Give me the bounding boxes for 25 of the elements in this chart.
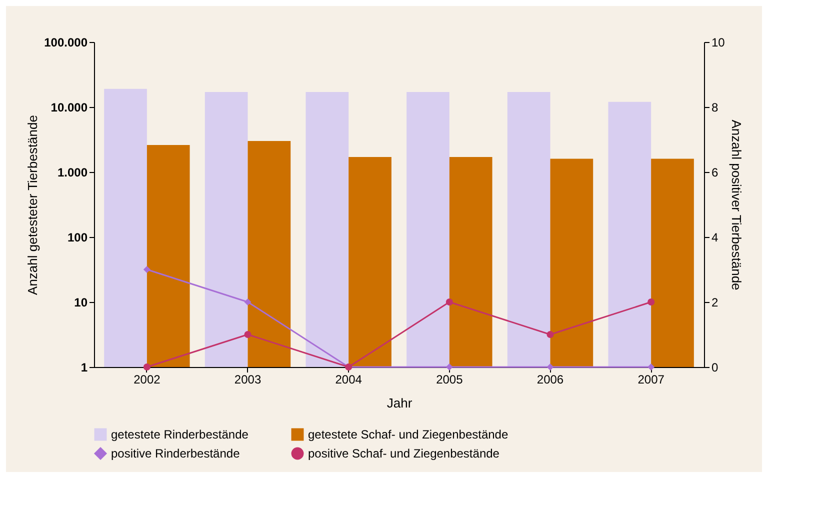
x-tick-label: 2005: [436, 372, 464, 386]
x-axis-title: Jahr: [386, 396, 413, 410]
x-tick-label: 2003: [234, 372, 262, 386]
y-tick-label: 10: [74, 296, 88, 310]
legend-label: positive Schaf- und Ziegenbestände: [308, 446, 500, 460]
y2-tick-label: 6: [712, 166, 718, 180]
y2-tick-label: 10: [712, 36, 726, 50]
y2-tick-label: 4: [712, 230, 718, 244]
y-tick-label: 100.000: [44, 36, 88, 50]
legend-label: positive Rinderbestände: [111, 446, 240, 460]
legend-label: getestete Rinderbestände: [111, 428, 249, 442]
y-axis-title: Anzahl getesteter Tierbestände: [25, 115, 40, 295]
x-tick-label: 2002: [134, 372, 161, 386]
x-tick-label: 2007: [638, 372, 665, 386]
y2-axis-title: Anzahl positiver Tierbestände: [728, 120, 744, 290]
y-tick-label: 10.000: [50, 100, 88, 114]
y-tick-label: 1: [80, 360, 88, 374]
legend-label: getestete Schaf- und Ziegenbestände: [308, 428, 508, 442]
y2-tick-label: 2: [712, 296, 718, 310]
y-tick-label: 1.000: [57, 166, 88, 180]
y2-tick-label: 8: [712, 100, 718, 114]
x-tick-label: 2006: [536, 372, 564, 386]
x-tick-label: 2004: [335, 372, 362, 386]
y2-tick-label: 0: [712, 360, 718, 374]
y-tick-label: 100: [67, 230, 88, 244]
